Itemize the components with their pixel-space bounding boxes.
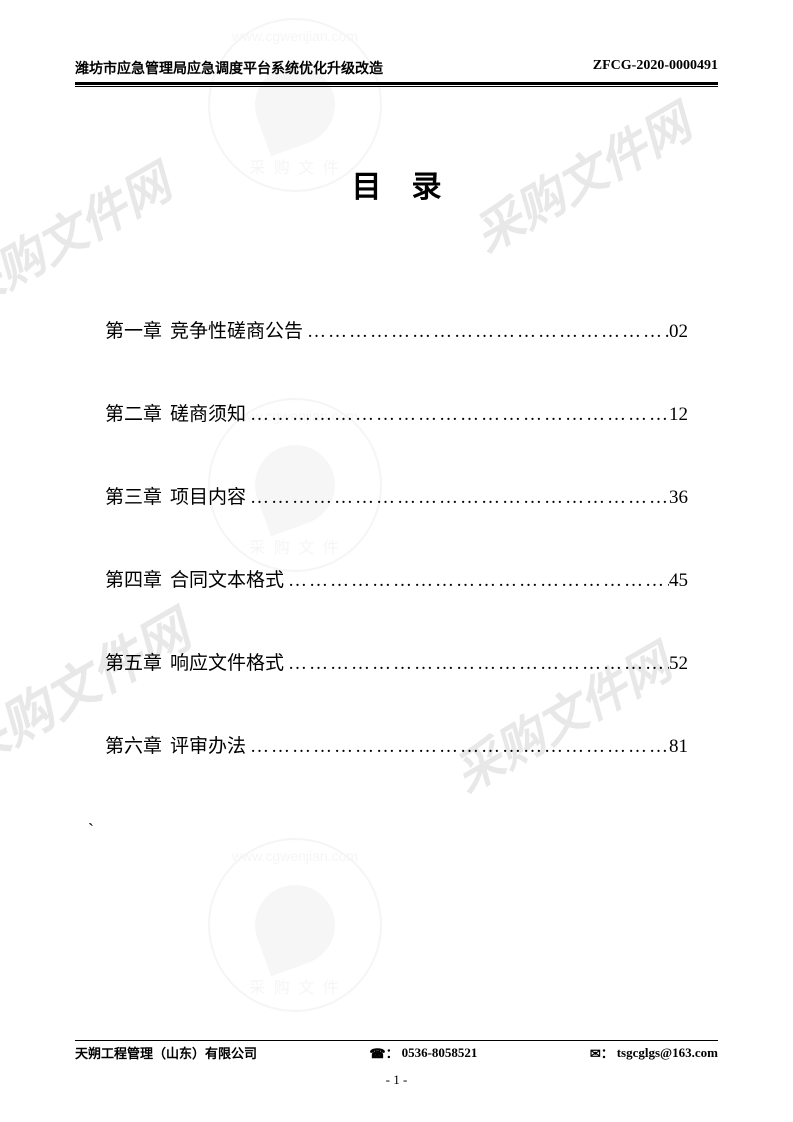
toc-entry: 第三章 项目内容 …………………………………………………………… 36 xyxy=(105,482,688,509)
toc-page-number: 52 xyxy=(669,653,688,675)
toc-leader-dots: ……………………………………………………… xyxy=(284,570,669,592)
toc-chapter-name: 合同文本格式 xyxy=(170,565,284,592)
header-rule-thin xyxy=(75,86,718,87)
toc-leader-dots: ……………………………………………… xyxy=(303,321,669,343)
footer-email-address: tsgcglgs@163.com xyxy=(617,1045,718,1061)
toc-leader-dots: …………………………………………………………… xyxy=(246,404,669,426)
table-of-contents: 第一章 竞争性磋商公告 ……………………………………………… 02 第二章 磋商… xyxy=(75,316,718,758)
footer-company: 天朔工程管理（山东）有限公司 xyxy=(75,1043,257,1062)
toc-chapter-name: 竞争性磋商公告 xyxy=(170,316,303,343)
page-header: 潍坊市应急管理局应急调度平台系统优化升级改造 ZFCG-2020-0000491 xyxy=(75,58,718,82)
toc-chapter-label: 第三章 xyxy=(105,482,162,509)
toc-page-number: 45 xyxy=(669,570,688,592)
page-number: - 1 - xyxy=(75,1072,718,1088)
footer-phone-number: 0536-8058521 xyxy=(402,1045,478,1061)
footer-phone: ☎： 0536-8058521 xyxy=(369,1043,477,1062)
mail-icon: ✉： xyxy=(590,1043,614,1062)
toc-leader-dots: …………………………………………………………… xyxy=(246,736,669,758)
page-title: 目录 xyxy=(75,162,718,206)
toc-entry: 第二章 磋商须知 …………………………………………………………… 12 xyxy=(105,399,688,426)
toc-chapter-label: 第一章 xyxy=(105,316,162,343)
toc-entry: 第六章 评审办法 …………………………………………………………… 81 xyxy=(105,731,688,758)
toc-entry: 第五章 响应文件格式 ……………………………………………………… 52 xyxy=(105,648,688,675)
toc-leader-dots: …………………………………………………………… xyxy=(246,487,669,509)
toc-page-number: 12 xyxy=(669,404,688,426)
footer-email: ✉： tsgcglgs@163.com xyxy=(590,1043,718,1062)
toc-chapter-label: 第二章 xyxy=(105,399,162,426)
toc-chapter-name: 项目内容 xyxy=(170,482,246,509)
toc-entry: 第一章 竞争性磋商公告 ……………………………………………… 02 xyxy=(105,316,688,343)
toc-chapter-label: 第六章 xyxy=(105,731,162,758)
toc-page-number: 02 xyxy=(669,321,688,343)
toc-chapter-name: 评审办法 xyxy=(170,731,246,758)
toc-chapter-label: 第四章 xyxy=(105,565,162,592)
header-rule-thick xyxy=(75,82,718,85)
footer-rule xyxy=(75,1040,718,1041)
toc-chapter-name: 响应文件格式 xyxy=(170,648,284,675)
page-footer: 天朔工程管理（山东）有限公司 ☎： 0536-8058521 ✉： tsgcgl… xyxy=(75,1040,718,1088)
toc-page-number: 81 xyxy=(669,736,688,758)
toc-chapter-label: 第五章 xyxy=(105,648,162,675)
toc-leader-dots: ……………………………………………………… xyxy=(284,653,669,675)
phone-icon: ☎： xyxy=(369,1043,398,1062)
toc-entry: 第四章 合同文本格式 ……………………………………………………… 45 xyxy=(105,565,688,592)
toc-page-number: 36 xyxy=(669,487,688,509)
toc-chapter-name: 磋商须知 xyxy=(170,399,246,426)
header-left-title: 潍坊市应急管理局应急调度平台系统优化升级改造 xyxy=(75,58,383,78)
header-right-code: ZFCG-2020-0000491 xyxy=(593,58,718,78)
